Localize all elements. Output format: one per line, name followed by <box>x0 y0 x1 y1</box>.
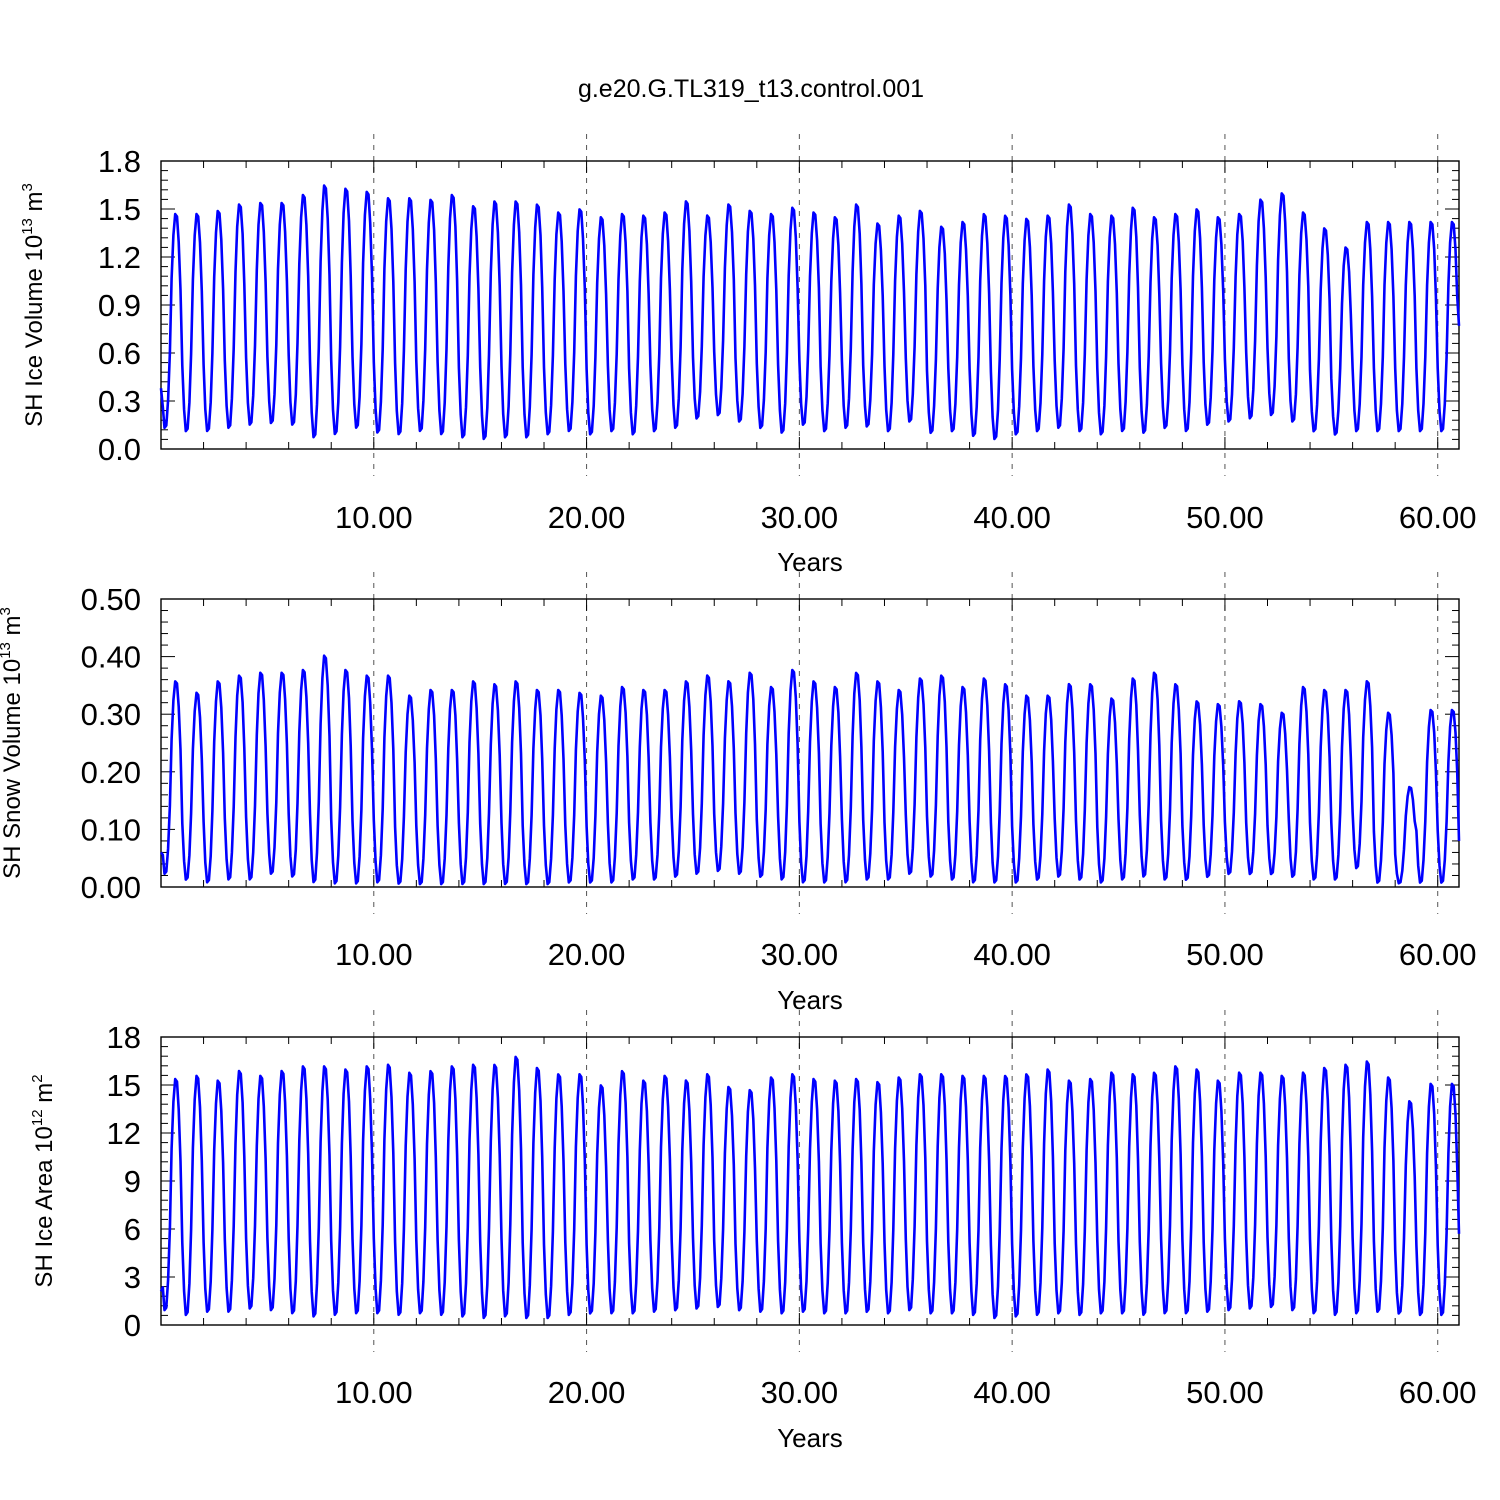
panels: 0.00.30.60.91.21.51.810.00 20.00 30.00 40.0… <box>0 134 1477 1453</box>
y-tick-label: 3 <box>124 1260 141 1295</box>
x-tick-label: 20.00 <box>548 500 626 535</box>
panel-2: 0.00 0.10 0.20 0.30 0.40 0.50 10.00 20.00 30.00 4… <box>0 572 1477 1015</box>
x-tick-label: 30.00 <box>761 937 839 972</box>
y-tick-label: 0.10 <box>81 812 141 847</box>
y-tick-label: 0.00 <box>81 870 141 905</box>
x-tick-label: 10.00 <box>335 1375 413 1410</box>
y-tick-label: 0.20 <box>81 755 141 790</box>
plot-frame <box>160 598 1460 888</box>
panel-1: 0.0 0.3 0.6 0.9 1.2 1.5 1.8 10.00 20.00 30.00 40.0… <box>19 134 1477 577</box>
x-tick-label: 20.00 <box>548 937 626 972</box>
y-tick-label: 0.6 <box>98 336 141 371</box>
y-axis-label: SH Ice Volume 1013 m3 <box>19 183 48 427</box>
x-tick-label: 40.00 <box>973 1375 1051 1410</box>
x-tick-label: 40.00 <box>973 937 1051 972</box>
y-tick-label: 0.3 <box>98 384 141 419</box>
chart-title: g.e20.G.TL319_t13.control.001 <box>578 75 924 103</box>
series-line <box>159 654 1461 886</box>
plot-frame <box>160 1036 1460 1326</box>
x-tick-label: 60.00 <box>1399 1375 1477 1410</box>
x-axis-label: Years <box>777 547 843 577</box>
y-tick-label: 0.40 <box>81 640 141 675</box>
x-tick-label: 60.00 <box>1399 937 1477 972</box>
x-tick-label: 50.00 <box>1186 1375 1264 1410</box>
y-axis-label: SH Snow Volume 1013 m3 <box>0 607 26 879</box>
x-tick-label: 50.00 <box>1186 500 1264 535</box>
series-line <box>159 1055 1461 1320</box>
y-tick-label: 0 <box>124 1308 141 1343</box>
y-tick-label: 0.30 <box>81 697 141 732</box>
x-tick-label: 60.00 <box>1399 500 1477 535</box>
x-axis-label: Years <box>777 1423 843 1453</box>
y-tick-label: 1.2 <box>98 240 141 275</box>
x-tick-label: 10.00 <box>335 500 413 535</box>
x-tick-label: 30.00 <box>761 500 839 535</box>
x-axis-label: Years <box>777 985 843 1015</box>
panel-3: 0 3 6 9 12 15 18 10.00 20.00 30.00 40.00 50.00 60.00… <box>29 1010 1477 1453</box>
y-tick-label: 0.50 <box>81 582 141 617</box>
x-tick-label: 20.00 <box>548 1375 626 1410</box>
y-tick-label: 0.9 <box>98 288 141 323</box>
y-tick-label: 1.8 <box>98 144 141 179</box>
y-tick-label: 9 <box>124 1164 141 1199</box>
x-tick-label: 50.00 <box>1186 937 1264 972</box>
x-tick-label: 40.00 <box>973 500 1051 535</box>
x-tick-label: 10.00 <box>335 937 413 972</box>
y-tick-label: 18 <box>107 1020 141 1055</box>
series-line <box>159 184 1461 441</box>
x-tick-label: 30.00 <box>761 1375 839 1410</box>
y-tick-label: 15 <box>107 1068 141 1103</box>
y-tick-label: 12 <box>107 1116 141 1151</box>
y-tick-label: 0.0 <box>98 432 141 467</box>
y-tick-label: 1.5 <box>98 192 141 227</box>
y-axis-label: SH Ice Area 1012 m2 <box>29 1074 58 1287</box>
y-tick-label: 6 <box>124 1212 141 1247</box>
